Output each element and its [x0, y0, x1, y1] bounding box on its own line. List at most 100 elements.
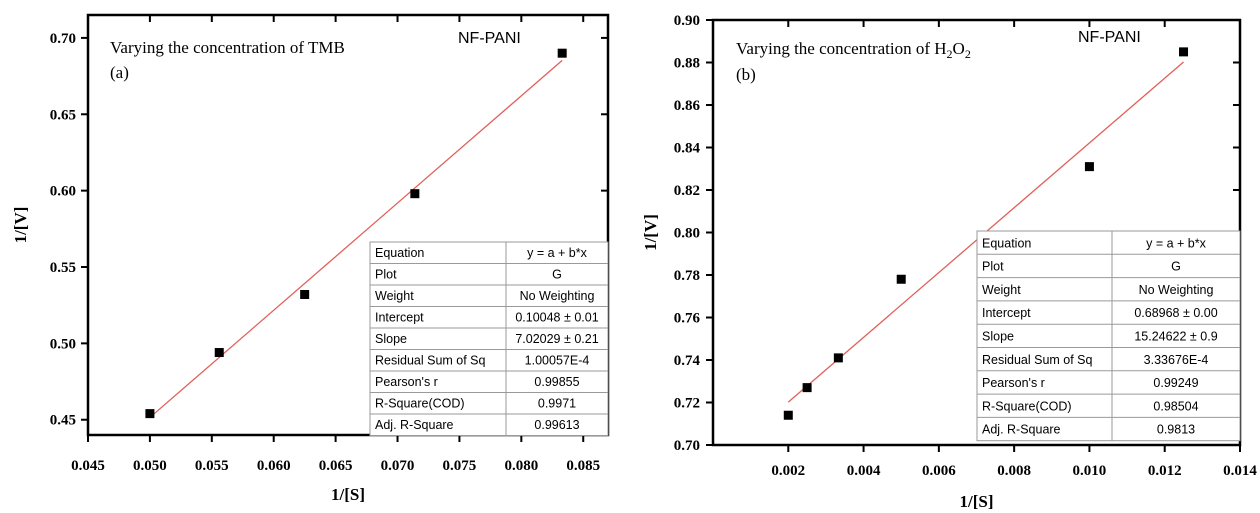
x-tick-label: 0.006	[922, 463, 956, 479]
panel-label: (b)	[736, 65, 756, 84]
annotation-subscript: 2	[965, 47, 971, 61]
table-cell-key: Plot	[375, 268, 397, 282]
x-tick-label: 0.085	[566, 458, 600, 474]
table-cell-value: G	[552, 268, 562, 282]
data-point	[802, 383, 812, 393]
table-cell-key: Pearson's r	[375, 375, 438, 389]
table-cell-key: R-Square(COD)	[375, 397, 465, 411]
table-cell-key: Intercept	[375, 311, 424, 325]
x-tick-label: 0.075	[443, 458, 477, 474]
annotation-subscript: 2	[947, 47, 953, 61]
data-point	[145, 409, 155, 419]
y-tick-label: 0.86	[674, 98, 701, 114]
y-tick-label: 0.50	[50, 336, 76, 352]
x-tick-label: 0.010	[1073, 463, 1107, 479]
x-tick-label: 0.012	[1148, 463, 1182, 479]
table-cell-value: No Weighting	[1139, 283, 1214, 297]
table-cell-value: 0.68968 ± 0.00	[1134, 306, 1217, 320]
table-cell-value: No Weighting	[520, 289, 595, 303]
table-cell-value: 0.9971	[538, 397, 576, 411]
table-cell-key: Intercept	[982, 306, 1031, 320]
table-cell-value: 0.9813	[1157, 423, 1195, 437]
plot-frame	[86, 13, 610, 437]
table-cell-key: Equation	[375, 246, 424, 260]
table-cell-key: Adj. R-Square	[982, 423, 1061, 437]
x-tick-label: 0.080	[504, 458, 538, 474]
table-cell-key: Slope	[375, 332, 407, 346]
annotation-part: O	[953, 39, 965, 58]
y-tick-label: 0.74	[674, 353, 701, 369]
x-tick-label: 0.002	[771, 463, 805, 479]
data-point	[833, 353, 843, 363]
data-point	[557, 48, 567, 58]
x-tick-label: 0.070	[381, 458, 415, 474]
y-tick-label: 0.70	[674, 438, 700, 454]
data-point	[896, 274, 906, 284]
data-point	[214, 348, 224, 358]
x-tick-label: 0.004	[847, 463, 881, 479]
y-tick-label: 0.65	[50, 107, 76, 123]
x-tick-label: 0.045	[71, 458, 105, 474]
table-cell-value: 15.24622 ± 0.9	[1134, 330, 1217, 344]
fit-statistics-table: Equation y = a + b*x Plot G Weight No Weighti…	[976, 230, 1241, 442]
x-axis-label: 1/[S]	[331, 485, 365, 504]
x-tick-label: 0.065	[319, 458, 353, 474]
y-tick-label: 0.84	[674, 141, 701, 157]
y-axis-label: 1/[V]	[11, 207, 30, 244]
data-point	[1084, 162, 1094, 172]
y-tick-label: 0.76	[674, 311, 701, 327]
x-tick-label: 0.060	[257, 458, 291, 474]
fit-line	[149, 59, 563, 418]
y-tick-label: 0.90	[674, 13, 700, 29]
table-cell-value: 0.99855	[534, 375, 579, 389]
table-cell-key: Residual Sum of Sq	[982, 353, 1093, 367]
table-cell-value: 1.00057E-4	[525, 354, 590, 368]
table-cell-value: 7.02029 ± 0.21	[515, 332, 598, 346]
chart-panel-b: 0.002 0.004 0.006 0.008 0.010 0.012 0.014 0.70 0…	[641, 13, 1257, 511]
table-cell-value: y = a + b*x	[527, 246, 588, 260]
table-cell-value: y = a + b*x	[1146, 236, 1207, 250]
y-tick-label: 0.72	[674, 396, 700, 412]
table-cell-key: Adj. R-Square	[375, 418, 454, 432]
table-cell-value: G	[1171, 260, 1181, 274]
table-cell-key: R-Square(COD)	[982, 399, 1072, 413]
y-axis-label: 1/[V]	[641, 214, 660, 251]
table-cell-key: Weight	[375, 289, 414, 303]
annotation-text: Varying the concentration of TMB	[110, 38, 345, 57]
y-tick-label: 0.70	[50, 31, 76, 47]
table-cell-value: 0.10048 ± 0.01	[515, 311, 598, 325]
y-tick-label: 0.60	[50, 184, 76, 200]
annotation-text: Varying the concentration of H2O2	[736, 39, 971, 61]
table-border	[976, 230, 1241, 442]
data-point	[783, 410, 793, 420]
annotation-part: Varying the concentration of H	[736, 39, 947, 58]
table-cell-key: Pearson's r	[982, 376, 1045, 390]
x-tick-label: 0.014	[1223, 463, 1257, 479]
data-point	[300, 289, 310, 299]
y-tick-label: 0.55	[50, 260, 76, 276]
table-cell-key: Equation	[982, 236, 1031, 250]
y-tick-label: 0.78	[674, 268, 700, 284]
table-cell-value: 0.98504	[1153, 399, 1198, 413]
y-tick-label: 0.80	[674, 226, 700, 242]
panel-label: (a)	[110, 63, 129, 82]
material-label: NF-PANI	[458, 30, 521, 47]
chart-panel-a: 0.045 0.050 0.055 0.060 0.065 0.070 0.075 0.080…	[11, 13, 610, 504]
y-tick-label: 0.82	[674, 183, 700, 199]
table-cell-value: 0.99613	[534, 418, 579, 432]
table-cell-key: Slope	[982, 330, 1014, 344]
data-point	[1179, 47, 1189, 57]
table-cell-key: Weight	[982, 283, 1021, 297]
table-cell-value: 3.33676E-4	[1144, 353, 1209, 367]
data-point	[410, 189, 420, 199]
table-cell-value: 0.99249	[1153, 376, 1198, 390]
material-label: NF-PANI	[1078, 29, 1141, 46]
x-axis-label: 1/[S]	[960, 492, 994, 511]
fit-statistics-table: Equation y = a + b*x Plot G Weight No Weighti…	[369, 241, 609, 436]
x-tick-label: 0.050	[133, 458, 167, 474]
table-cell-key: Residual Sum of Sq	[375, 354, 486, 368]
y-tick-label: 0.45	[50, 413, 76, 429]
table-cell-key: Plot	[982, 260, 1004, 274]
x-tick-label: 0.008	[997, 463, 1031, 479]
